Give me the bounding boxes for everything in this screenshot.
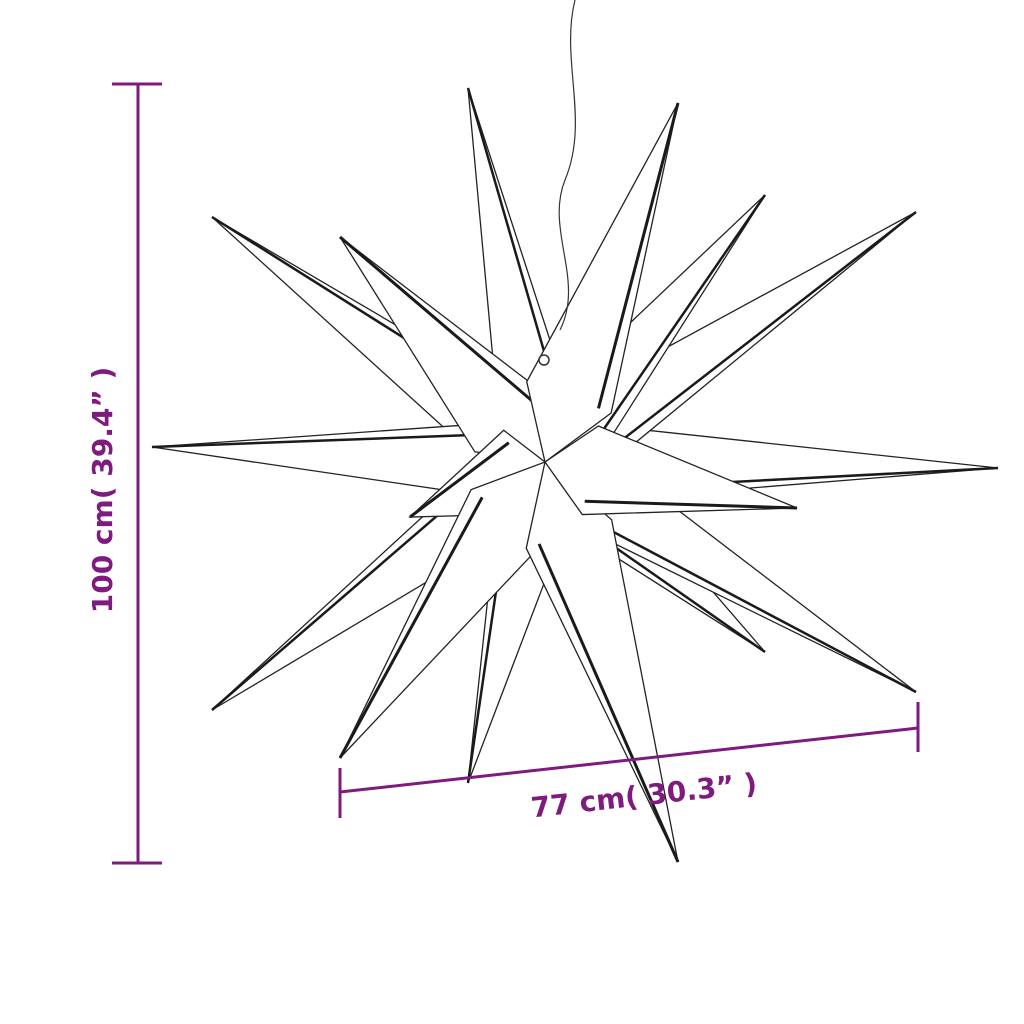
- led-strip: [151, 433, 476, 449]
- led-strip: [466, 87, 557, 391]
- star-spike: [526, 102, 679, 464]
- led-strip: [598, 523, 917, 694]
- led-strip: [624, 211, 917, 439]
- led-strip: [409, 441, 510, 519]
- star-spike: [525, 460, 679, 863]
- hanging-cable: [558, 0, 576, 331]
- height-dimension: 100 cm( 39.4” ): [86, 82, 162, 865]
- star-spike: [544, 425, 798, 516]
- height-label: 100 cm( 39.4” ): [86, 367, 119, 614]
- led-strip: [211, 486, 472, 711]
- hanger-hook-icon: [538, 354, 550, 366]
- led-strip: [338, 496, 484, 759]
- led-strip: [537, 543, 680, 863]
- star-drawing: [151, 0, 999, 863]
- led-strip: [597, 102, 680, 409]
- led-strip: [602, 194, 767, 431]
- led-strip: [584, 499, 798, 510]
- led-strip: [339, 235, 533, 402]
